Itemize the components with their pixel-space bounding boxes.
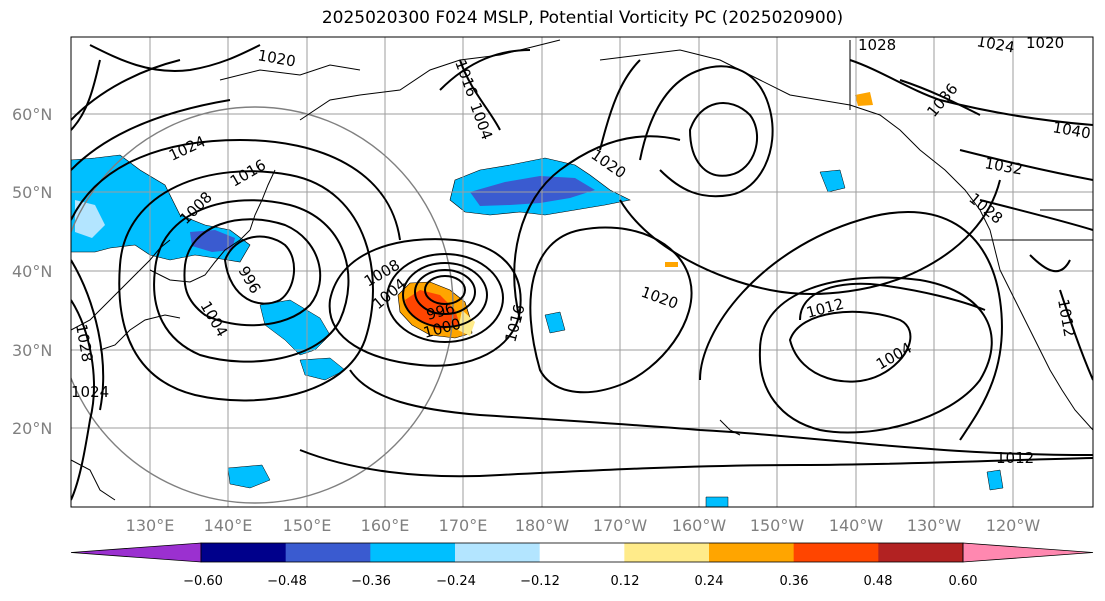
colorbar-segment <box>624 543 710 562</box>
graticule <box>71 37 1093 507</box>
isobar-label: 1028 <box>858 36 896 54</box>
lon-label: 120°W <box>986 516 1041 535</box>
map-title: 2025020300 F024 MSLP, Potential Vorticit… <box>321 8 844 28</box>
coastlines <box>71 39 1093 501</box>
colorbar-tick-label: 0.36 <box>780 574 809 589</box>
colorbar-segment <box>201 543 287 562</box>
lat-label: 50°N <box>12 183 52 202</box>
colorbar-tick-label: 0.12 <box>611 574 640 589</box>
lon-label: 160°E <box>361 516 410 535</box>
lat-label: 20°N <box>12 419 52 438</box>
isobar-label: 1024 <box>975 32 1016 56</box>
lon-label: 170°W <box>593 516 648 535</box>
colorbar-tick-label: 0.48 <box>864 574 893 589</box>
colorbar-segment <box>539 543 625 562</box>
lon-label: 140°E <box>204 516 253 535</box>
lon-label: 160°W <box>672 516 727 535</box>
colorbar-segment <box>793 543 879 562</box>
lon-label: 130°E <box>126 516 175 535</box>
colorbar-tick-label: −0.24 <box>436 574 476 589</box>
colorbar-tick-label: −0.60 <box>183 574 223 589</box>
lat-label: 40°N <box>12 262 52 281</box>
colorbar-ticks: −0.60 −0.48 −0.36 −0.24 −0.12 0.12 0.24 … <box>183 574 977 589</box>
lon-label: 140°W <box>829 516 884 535</box>
colorbar-extend-high <box>962 542 1094 563</box>
isobar-label: 1012 <box>996 449 1034 467</box>
colorbar-tick-label: 0.60 <box>949 574 978 589</box>
lon-label: 150°E <box>283 516 332 535</box>
lat-label: 60°N <box>12 105 52 124</box>
range-circle <box>71 106 454 504</box>
colorbar-segment <box>285 543 371 562</box>
colorbar-extend-low <box>70 542 202 563</box>
colorbar-segment <box>370 543 456 562</box>
colorbar-tick-label: −0.12 <box>520 574 560 589</box>
lat-label: 30°N <box>12 341 52 360</box>
lon-label: 180°W <box>515 516 570 535</box>
latitude-labels: 60°N 50°N 40°N 30°N 20°N <box>12 105 52 438</box>
colorbar-segment <box>709 543 795 562</box>
longitude-labels: 130°E 140°E 150°E 160°E 170°E 180°W 170°… <box>126 516 1041 535</box>
colorbar-tick-label: 0.24 <box>695 574 724 589</box>
isobar-label: 1024 <box>71 383 109 401</box>
colorbar-frame <box>200 542 964 563</box>
isobar-labels: 1012 1020 1016 1024 1004 1000 996 1008 1… <box>71 32 1092 467</box>
colorbar <box>70 542 1094 563</box>
map-frame <box>70 36 1094 508</box>
colorbar-segment <box>455 543 541 562</box>
lon-label: 130°W <box>907 516 962 535</box>
map-area: 1012 1020 1016 1024 1004 1000 996 1008 1… <box>71 32 1093 507</box>
lon-label: 170°E <box>439 516 488 535</box>
isobars <box>71 44 1093 501</box>
colorbar-tick-label: −0.36 <box>351 574 391 589</box>
colorbar-tick-label: −0.48 <box>267 574 307 589</box>
lon-label: 150°W <box>750 516 805 535</box>
isobar-label: 1020 <box>1026 34 1064 52</box>
pv-shading <box>71 92 1004 507</box>
colorbar-segment <box>878 543 964 562</box>
